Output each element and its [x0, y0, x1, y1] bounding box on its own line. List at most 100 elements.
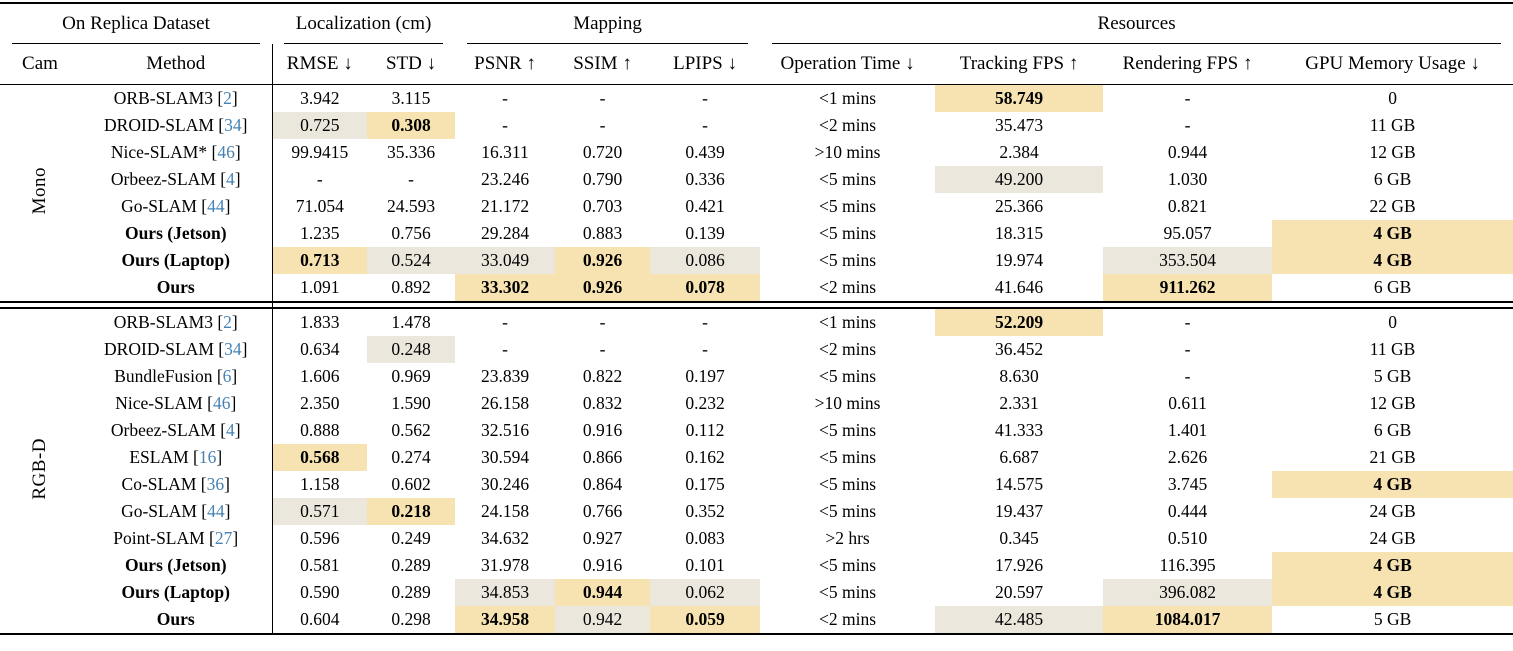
method-cell: Ours (Jetson) [80, 552, 273, 579]
value-cell: 0.298 [391, 609, 431, 629]
value-cell: 33.049 [455, 247, 556, 274]
value-cell: <5 mins [819, 447, 877, 467]
citation-link[interactable]: 44 [207, 501, 225, 521]
table-row: ESLAM [16] 0.568 0.274 30.594 0.866 0.162 <5 m… [0, 444, 1513, 471]
value-cell: 1.478 [391, 312, 431, 332]
value-cell: 2.626 [1167, 447, 1208, 467]
value-cell: 24.158 [480, 501, 530, 521]
value-cell: 34.632 [480, 528, 530, 548]
value-cell: 31.978 [480, 555, 530, 575]
value-cell: 0.703 [582, 196, 623, 216]
value-cell: <5 mins [819, 420, 877, 440]
value-cell: 14.575 [995, 474, 1044, 494]
value-cell: 0.713 [272, 247, 368, 274]
value-cell: 6 GB [1373, 169, 1412, 189]
citation-link[interactable]: 34 [224, 339, 242, 359]
section-divider-left [0, 301, 273, 309]
method-cell: Orbeez-SLAM [4] [80, 166, 273, 193]
citation-link[interactable]: 16 [198, 447, 217, 467]
cam-label-cell: RGB-D [0, 308, 80, 634]
method-cell: Go-SLAM [44] [80, 193, 273, 220]
table-row: Go-SLAM [44] 0.571 0.218 24.158 0.766 0.352 <5… [0, 498, 1513, 525]
value-cell: 1.235 [300, 223, 340, 243]
value-cell: 1.401 [1167, 420, 1208, 440]
value-cell: 0.822 [582, 366, 623, 386]
value-cell: 116.395 [1159, 555, 1216, 575]
citation-link[interactable]: 2 [223, 88, 232, 108]
value-cell: - [702, 115, 708, 135]
method-cell: DROID-SLAM [34] [80, 336, 273, 363]
citation-link[interactable]: 46 [217, 142, 235, 162]
value-cell: 0.944 [555, 579, 651, 606]
column-header-lpips: LPIPS ↓ [650, 44, 761, 85]
value-cell: 23.839 [480, 366, 530, 386]
value-cell: 3.942 [300, 88, 340, 108]
citation-link[interactable]: 46 [212, 393, 231, 413]
value-cell: 6.687 [999, 447, 1039, 467]
value-cell: <5 mins [819, 223, 877, 243]
table-row: Co-SLAM [36] 1.158 0.602 30.246 0.864 0.175 <5… [0, 471, 1513, 498]
value-cell: 0.942 [555, 606, 651, 634]
table-header: On Replica Dataset Localization (cm) Mappi… [0, 3, 1513, 85]
value-cell: - [1184, 366, 1191, 386]
value-cell: 1.833 [300, 312, 340, 332]
value-cell: 34.958 [455, 606, 556, 634]
value-cell: 99.9415 [291, 142, 349, 162]
column-header-method: Method [80, 44, 273, 85]
citation-link[interactable]: 27 [214, 528, 233, 548]
value-cell: - [702, 88, 708, 108]
value-cell: - [599, 88, 606, 108]
table-row: Go-SLAM [44] 71.054 24.593 21.172 0.703 0.421… [0, 193, 1513, 220]
section-divider-row [0, 301, 1513, 309]
value-cell: 0.927 [582, 528, 623, 548]
value-cell: 0.888 [300, 420, 340, 440]
value-cell: 0.756 [391, 223, 431, 243]
value-cell: 0.289 [391, 555, 431, 575]
section-mono: Mono ORB-SLAM3 [2] 3.942 3.115 - - - <1 mins 58.… [0, 84, 1513, 302]
table-row: DROID-SLAM [34] 0.634 0.248 - - - <2 mins 36.45… [0, 336, 1513, 363]
value-cell: <2 mins [819, 115, 877, 135]
value-cell: 4 GB [1272, 471, 1513, 498]
value-cell: 0.101 [685, 555, 725, 575]
value-cell: 0.581 [300, 555, 340, 575]
group-header-resources: Resources [760, 3, 1513, 44]
value-cell: 0.562 [391, 420, 431, 440]
citation-link[interactable]: 36 [206, 474, 225, 494]
method-cell: DROID-SLAM [34] [80, 112, 273, 139]
group-header-localization-cm-: Localization (cm) [272, 3, 455, 44]
citation-link[interactable]: 2 [223, 312, 232, 332]
value-cell: >10 mins [814, 393, 881, 413]
value-cell: 0.421 [685, 196, 725, 216]
value-cell: - [1184, 88, 1191, 108]
value-cell: 0.766 [582, 501, 623, 521]
value-cell: 0.139 [685, 223, 725, 243]
value-cell: <5 mins [819, 555, 877, 575]
citation-link[interactable]: 4 [226, 420, 235, 440]
column-header-gpu: GPU Memory Usage ↓ [1272, 44, 1513, 85]
citation-link[interactable]: 34 [224, 115, 242, 135]
value-cell: 0.602 [391, 474, 431, 494]
value-cell: 16.311 [481, 142, 529, 162]
table-row: Mono ORB-SLAM3 [2] 3.942 3.115 - - - <1 mins 58.… [0, 84, 1513, 214]
method-cell: ESLAM [16] [80, 444, 273, 471]
value-cell: 0.926 [555, 247, 651, 274]
value-cell: 0.596 [300, 528, 340, 548]
citation-link[interactable]: 6 [222, 366, 232, 386]
value-cell: 0.352 [685, 501, 725, 521]
value-cell: 0.248 [367, 336, 456, 363]
value-cell: 0.892 [391, 277, 431, 297]
table-row: Point-SLAM [27] 0.596 0.249 34.632 0.927 0.08… [0, 525, 1513, 552]
value-cell: 1.590 [391, 393, 431, 413]
method-cell: Co-SLAM [36] [80, 471, 273, 498]
value-cell: 24 GB [1369, 501, 1416, 521]
cam-label-cell: Mono [0, 85, 80, 303]
value-cell: 23.246 [480, 169, 530, 189]
value-cell: 0.790 [582, 169, 623, 189]
citation-link[interactable]: 44 [207, 196, 225, 216]
value-cell: 4 GB [1272, 220, 1513, 247]
method-cell: Go-SLAM [44] [80, 498, 273, 525]
section-divider [0, 301, 1513, 309]
value-cell: 41.333 [995, 420, 1044, 440]
method-cell: Nice-SLAM [46] [80, 390, 273, 417]
citation-link[interactable]: 4 [226, 169, 235, 189]
